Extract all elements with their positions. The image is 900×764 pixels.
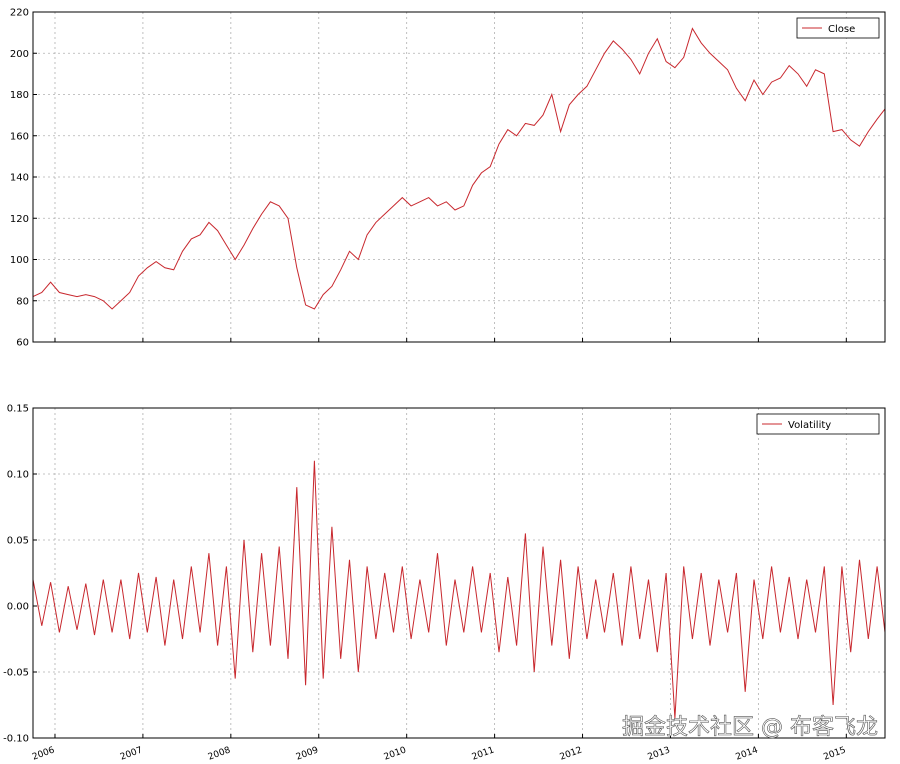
x-tick-label: 2015 — [822, 745, 847, 762]
y-tick-label: 180 — [10, 90, 29, 101]
y-tick-label: 80 — [16, 296, 29, 307]
legend-box — [756, 413, 880, 435]
x-tick-label: 2014 — [734, 745, 759, 762]
x-tick-label: 2010 — [383, 745, 408, 762]
y-tick-label: 200 — [10, 49, 29, 60]
x-tick-label: 2007 — [119, 745, 144, 762]
y-tick-label: 160 — [10, 131, 29, 142]
y-tick-label: -0.10 — [3, 734, 29, 745]
y-tick-label: 100 — [10, 255, 29, 266]
x-tick-label: 2012 — [559, 745, 584, 762]
x-tick-label: 2009 — [295, 745, 320, 762]
y-tick-label: 60 — [16, 338, 29, 349]
plot-frame — [32, 11, 886, 343]
series-line — [32, 27, 886, 310]
series-line — [32, 460, 886, 719]
legend-box — [796, 17, 880, 39]
x-tick-label: 2008 — [207, 745, 232, 762]
y-tick-label: 120 — [10, 214, 29, 225]
y-tick-label: 140 — [10, 173, 29, 184]
y-tick-label: 0.15 — [7, 404, 29, 415]
legend-label: Volatility — [788, 420, 831, 431]
x-tick-label: 2013 — [647, 745, 672, 762]
legend-label: Close — [828, 24, 855, 35]
watermark: 掘金技术社区 @ 布客飞龙 — [622, 715, 878, 740]
x-tick-label: 2011 — [471, 745, 496, 762]
y-tick-label: 0.05 — [7, 536, 29, 547]
y-tick-label: -0.05 — [3, 668, 29, 679]
y-tick-label: 0.00 — [7, 602, 29, 613]
x-tick-label: 2006 — [31, 745, 56, 762]
plot-frame — [32, 407, 886, 739]
y-tick-label: 220 — [10, 8, 29, 19]
y-tick-label: 0.10 — [7, 470, 29, 481]
